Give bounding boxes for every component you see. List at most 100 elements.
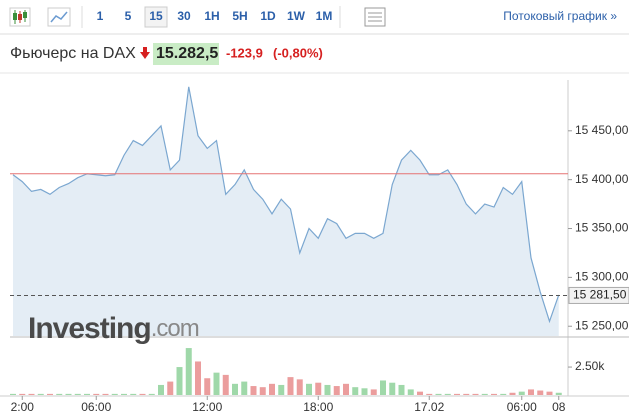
volume-bar xyxy=(555,392,562,395)
volume-bar xyxy=(343,383,349,395)
volume-bar xyxy=(19,393,26,395)
volume-bar xyxy=(315,382,322,395)
y-tick-label: 15 350,00 xyxy=(575,221,629,235)
volume-bar xyxy=(269,383,275,395)
area-icon[interactable] xyxy=(47,7,71,27)
volume-bar xyxy=(84,393,90,395)
interval-button[interactable]: 1M xyxy=(316,9,333,23)
volume-bar xyxy=(10,393,16,395)
watermark: Investing.com xyxy=(28,312,199,345)
volume-bar xyxy=(361,388,368,395)
volume-bar xyxy=(102,393,109,395)
volume-bar xyxy=(232,383,238,395)
price-line xyxy=(12,86,560,324)
current-box xyxy=(568,286,629,304)
volume-bar xyxy=(435,393,442,395)
volume-bar xyxy=(509,392,516,395)
volume-bar xyxy=(500,393,507,395)
volume-bar xyxy=(444,393,451,395)
volume-bar xyxy=(518,391,525,395)
volume-bar xyxy=(241,381,248,395)
current-label: 15 281,50 xyxy=(573,288,627,302)
volume-bar xyxy=(454,393,460,395)
volume-bar xyxy=(528,389,534,395)
interval-button[interactable]: 1W xyxy=(287,9,306,23)
volume-bar xyxy=(121,393,127,395)
interval-button[interactable]: 1H xyxy=(204,9,219,23)
volume-bar xyxy=(222,374,229,395)
volume-bar xyxy=(491,393,497,395)
volume-bar xyxy=(407,389,414,395)
instrument-name: Фьючерс на DAX xyxy=(10,45,136,62)
volume-bar xyxy=(296,379,303,395)
interval-button[interactable]: 30 xyxy=(177,9,191,23)
volume-bar xyxy=(167,381,174,395)
interval-button[interactable]: 5H xyxy=(232,9,247,23)
interval-button[interactable]: 1D xyxy=(260,9,276,23)
candle-icon[interactable] xyxy=(9,7,31,27)
price: 15.282,5 xyxy=(156,45,218,62)
volume-bar xyxy=(380,380,386,395)
volume-bar xyxy=(185,348,192,395)
volume-bar xyxy=(259,387,266,395)
toolbar xyxy=(0,0,629,34)
x-tick-label: 08 xyxy=(552,400,566,414)
volume-bar xyxy=(398,384,405,395)
volume-bar xyxy=(204,378,211,395)
volume-bar xyxy=(28,393,35,395)
volume-bar xyxy=(148,393,155,395)
x-tick-label: 2:00 xyxy=(11,400,35,414)
watermark-domain: .com xyxy=(151,315,199,342)
stream-link[interactable]: Потоковый график » xyxy=(503,9,617,23)
volume-bar xyxy=(546,391,553,395)
volume-bar xyxy=(158,384,164,395)
volume-bar xyxy=(176,367,183,395)
volume-bar xyxy=(389,382,396,395)
y-tick-label: 15 250,00 xyxy=(575,318,629,332)
volume-bar xyxy=(47,393,53,395)
volume-bar xyxy=(463,393,470,395)
volume-bar xyxy=(481,393,488,395)
volume-bar xyxy=(426,393,433,395)
area xyxy=(13,86,559,336)
volume-bar xyxy=(74,393,81,395)
volume-bar xyxy=(352,387,359,395)
volume-bar xyxy=(278,384,285,395)
volume-bar xyxy=(111,393,118,395)
volume-bar xyxy=(56,393,63,395)
volume-bar xyxy=(130,393,137,395)
interval-button[interactable]: 15 xyxy=(149,9,163,23)
volume-bar xyxy=(195,361,201,395)
volume-bar xyxy=(370,389,377,395)
change: -123,9 xyxy=(226,45,263,60)
table-icon[interactable] xyxy=(364,7,386,27)
down-arrow xyxy=(140,47,150,59)
watermark-brand: Investing xyxy=(28,312,151,345)
volume-tick-label: 2.50k xyxy=(575,359,605,373)
x-tick-label: 12:00 xyxy=(192,400,222,414)
volume-bar xyxy=(472,393,479,395)
y-tick-label: 15 300,00 xyxy=(575,270,629,284)
volume-bar xyxy=(417,391,423,395)
volume-bar xyxy=(250,386,257,395)
interval-button[interactable]: 1 xyxy=(97,9,104,23)
volume-bar xyxy=(93,393,100,395)
interval-button[interactable]: 5 xyxy=(125,9,132,23)
volume-bar xyxy=(306,383,312,395)
y-tick-label: 15 400,00 xyxy=(575,172,629,186)
volume-bar xyxy=(213,372,220,395)
x-tick-label: 18:00 xyxy=(303,400,333,414)
interval-selected xyxy=(144,6,168,28)
x-tick-label: 06:00 xyxy=(507,400,537,414)
volume-bar xyxy=(324,384,331,395)
volume-bar xyxy=(537,390,544,395)
volume-bar xyxy=(333,386,340,395)
volume-bar xyxy=(139,393,146,395)
volume-bar xyxy=(37,393,44,395)
volume-bar xyxy=(65,393,72,395)
x-tick-label: 06:00 xyxy=(81,400,111,414)
volume-bar xyxy=(287,377,294,395)
y-tick-label: 15 450,00 xyxy=(575,123,629,137)
